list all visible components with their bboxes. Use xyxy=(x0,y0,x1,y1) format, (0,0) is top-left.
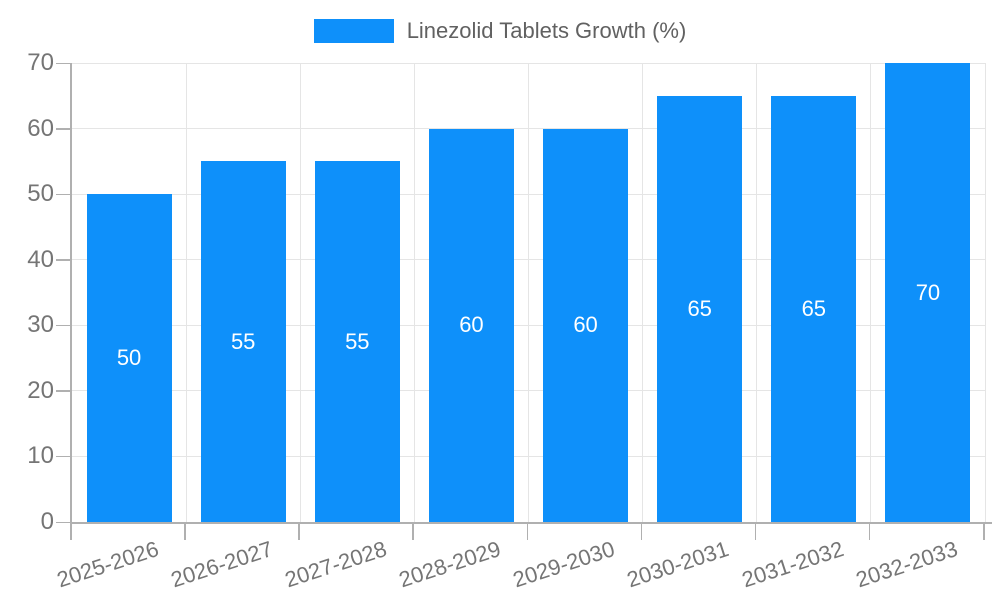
x-tick-mark xyxy=(70,524,72,540)
y-tick-mark xyxy=(56,324,70,327)
bar-value-label: 60 xyxy=(573,312,598,338)
bar-value-label: 70 xyxy=(915,279,941,305)
bar-value-label: 65 xyxy=(687,295,712,321)
y-tick-mark xyxy=(56,193,70,196)
bar-value-label: 60 xyxy=(459,312,484,338)
x-tick-label: 2029-2030 xyxy=(510,536,618,593)
x-axis-line xyxy=(70,522,992,524)
y-tick-label: 20 xyxy=(27,376,54,404)
y-tick-label: 0 xyxy=(40,508,54,535)
bar-2027-2028[interactable]: 55 xyxy=(314,161,400,522)
x-tick-label: 2027-2028 xyxy=(281,536,390,593)
bar-2032-2033[interactable]: 70 xyxy=(885,63,971,522)
y-tick-label: 60 xyxy=(27,114,54,142)
gridline-vertical xyxy=(528,63,529,522)
y-tick-mark xyxy=(56,521,70,523)
gridline-vertical xyxy=(642,63,644,522)
x-tick-mark xyxy=(184,524,186,540)
bar-2026-2027[interactable]: 55 xyxy=(200,161,286,522)
bar-value-label: 55 xyxy=(230,328,256,354)
y-tick-label: 40 xyxy=(27,245,54,273)
plot-area: 50 55 55 60 60 65 65 70 xyxy=(72,62,986,522)
bar-2025-2026[interactable]: 50 xyxy=(86,194,172,522)
gridline-vertical xyxy=(984,63,986,522)
gridline-vertical xyxy=(185,63,187,522)
y-tick-mark xyxy=(56,259,70,261)
bar-value-label: 50 xyxy=(116,345,142,371)
bar-2030-2031[interactable]: 65 xyxy=(657,95,743,522)
x-tick-mark xyxy=(983,524,985,540)
x-tick-label: 2030-2031 xyxy=(624,536,733,593)
x-tick-label: 2032-2033 xyxy=(852,536,961,593)
y-tick-mark xyxy=(56,455,70,458)
x-tick-mark xyxy=(868,524,871,540)
x-tick-mark xyxy=(640,524,643,540)
legend-swatch xyxy=(313,19,394,43)
x-tick-label: 2028-2029 xyxy=(396,536,504,593)
x-tick-mark xyxy=(526,524,528,540)
y-axis-ticks xyxy=(56,62,70,523)
legend-label: Linezolid Tablets Growth (%) xyxy=(406,18,687,43)
y-tick-label: 30 xyxy=(27,311,54,339)
x-tick-label: 2031-2032 xyxy=(738,536,847,593)
x-tick-mark xyxy=(412,524,414,540)
y-tick-label: 70 xyxy=(27,49,54,76)
bar-value-label: 55 xyxy=(345,328,370,354)
bar-2031-2032[interactable]: 65 xyxy=(771,95,857,522)
y-tick-mark xyxy=(56,128,70,130)
x-tick-label: 2026-2027 xyxy=(167,536,276,593)
bar-2028-2029[interactable]: 60 xyxy=(428,128,514,522)
gridline-vertical xyxy=(756,63,758,522)
x-tick-mark xyxy=(298,524,300,540)
y-axis-line xyxy=(70,63,72,524)
y-tick-label: 50 xyxy=(27,180,54,208)
y-tick-mark xyxy=(56,390,70,392)
x-tick-mark xyxy=(754,524,757,540)
legend-item[interactable]: Linezolid Tablets Growth (%) xyxy=(313,18,687,44)
y-tick-mark xyxy=(56,62,70,64)
gridline-vertical xyxy=(413,63,415,522)
gridline-vertical xyxy=(299,63,301,522)
x-axis-labels: 2025-2026 2026-2027 2027-2028 2028-2029 2029… xyxy=(54,536,985,597)
bar-2029-2030[interactable]: 60 xyxy=(543,128,629,522)
gridline-vertical xyxy=(870,63,872,522)
y-tick-label: 10 xyxy=(27,442,54,470)
bar-value-label: 65 xyxy=(801,295,827,321)
x-tick-label: 2025-2026 xyxy=(53,536,162,593)
x-axis-ticks xyxy=(70,524,985,540)
y-axis-labels: 0 10 20 30 40 50 60 70 xyxy=(0,49,54,535)
legend: Linezolid Tablets Growth (%) xyxy=(0,18,1000,44)
